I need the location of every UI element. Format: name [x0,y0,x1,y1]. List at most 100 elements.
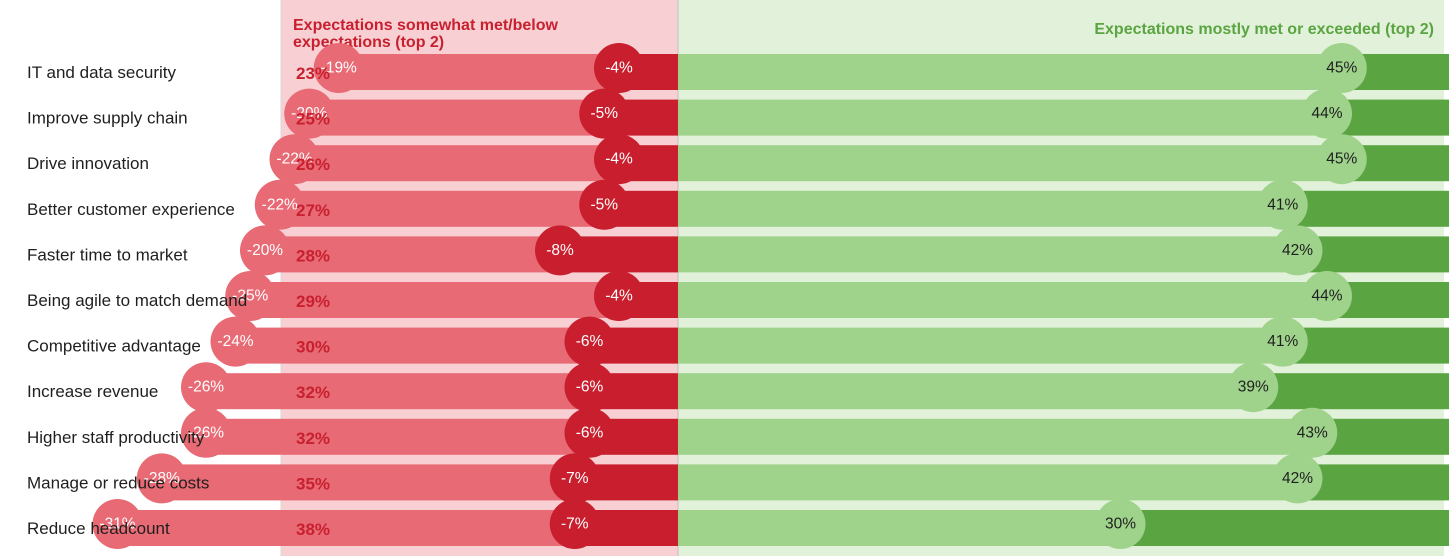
bar-left-outer [265,236,560,273]
bubble-left-inner [594,43,644,93]
right-total-label: 72% [1376,246,1410,265]
left-total-label: 32% [296,429,330,448]
data-label: -6% [576,424,604,441]
data-label: -4% [605,151,633,168]
bubble-left-outer [136,453,187,504]
category-label: Being agile to match demand [27,291,247,310]
bubble-left-inner [579,179,630,230]
left-header-line1: Expectations somewhat met/below [293,17,559,34]
chart-rows: -19% -4% 45% 32% IT and data security 23% 77% -… [27,43,1449,549]
data-label: -22% [262,196,298,213]
data-label: -8% [546,242,574,259]
bubble-left-outer [240,225,290,276]
data-label: -6% [576,333,604,350]
bar-right-outer [1253,373,1449,410]
bar-right-inner [678,510,1121,546]
data-label: 42% [1282,242,1313,259]
bubble-left-outer [284,88,335,139]
bubble-left-inner [594,271,644,321]
data-label: -24% [217,333,253,350]
data-label: -5% [590,105,618,122]
bar-left-outer [309,99,605,136]
data-label: 41% [1267,196,1298,213]
data-label: -20% [247,242,283,259]
data-label: -5% [590,196,618,213]
data-label: -28% [144,470,180,487]
bar-left-outer [161,464,575,501]
category-label: Higher staff productivity [27,428,205,447]
bar-right-inner [678,373,1254,410]
bubble-left-outer [225,271,276,321]
bar-right-inner [678,418,1313,455]
data-label: -20% [291,105,327,122]
right-total-label: 77% [1376,64,1410,83]
right-total-label: 70% [1376,338,1410,357]
category-label: IT and data security [27,63,176,82]
right-total-label: 62% [1376,520,1410,539]
left-total-label: 26% [296,155,330,174]
data-label: 44% [1311,105,1342,122]
bar-left-outer [294,145,619,182]
bubble-left-outer [254,179,305,230]
data-label: 42% [1282,470,1313,487]
bar-right-inner [678,145,1342,182]
bar-right-inner [678,327,1283,364]
data-label: -26% [188,379,224,396]
bubble-left-outer [181,407,231,458]
bubble-left-outer [92,499,143,549]
data-label: 30% [1105,516,1136,533]
bar-right-inner [678,190,1283,227]
category-label: Faster time to market [27,245,188,264]
bar-right-inner [678,54,1342,90]
bar-left-outer [235,327,590,364]
category-label: Drive innovation [27,154,149,173]
chart-row: -28%-7%42%23%Manage or reduce costs35%65… [27,453,1449,504]
data-label: -6% [576,379,604,396]
left-total-label: 32% [296,383,330,402]
category-label: Increase revenue [27,382,158,401]
data-label: 45% [1326,60,1357,77]
bubble-right-inner [1272,225,1323,276]
data-label: -4% [605,60,633,77]
bubble-right-inner [1302,88,1352,139]
category-label: Competitive advantage [27,337,201,356]
bubble-left-inner [549,499,600,549]
bubble-left-inner [564,407,615,458]
data-label: 43% [1297,424,1328,441]
bubble-right-inner [1272,453,1323,504]
data-label: -7% [561,470,589,487]
data-label: -26% [188,424,224,441]
category-label: Manage or reduce costs [27,473,209,492]
data-label: -22% [276,151,312,168]
data-label: 39% [1238,379,1269,396]
left-total-label: 25% [296,110,330,129]
bar-right-outer [1282,190,1449,227]
bar-right-inner [678,282,1327,318]
bubble-right-inner [1287,407,1338,458]
bubble-right-inner [1228,362,1279,413]
bubble-left-outer [210,316,261,367]
bubble-left-outer [269,134,320,185]
data-label: -4% [605,288,633,305]
right-total-label: 68% [1376,383,1410,402]
chart-row: -26%-6%43%25%Higher staff productivity32… [27,407,1449,458]
bar-left-outer [279,190,605,227]
chart-row: -25%-4%44%27%Being agile to match demand… [27,271,1449,321]
bubble-left-inner [535,225,585,276]
left-total-label: 27% [296,201,330,220]
bubble-right-inner [1302,271,1352,321]
bubble-right-inner [1316,43,1367,93]
bubble-left-inner [594,134,644,185]
bar-left-outer [117,510,575,546]
data-label: 41% [1267,333,1298,350]
bar-left-outer [206,418,590,455]
left-total-label: 23% [296,64,330,83]
bubble-left-outer [181,362,231,413]
bar-left-outer [250,282,619,318]
left-total-label: 28% [296,246,330,265]
data-label: 44% [1311,288,1342,305]
